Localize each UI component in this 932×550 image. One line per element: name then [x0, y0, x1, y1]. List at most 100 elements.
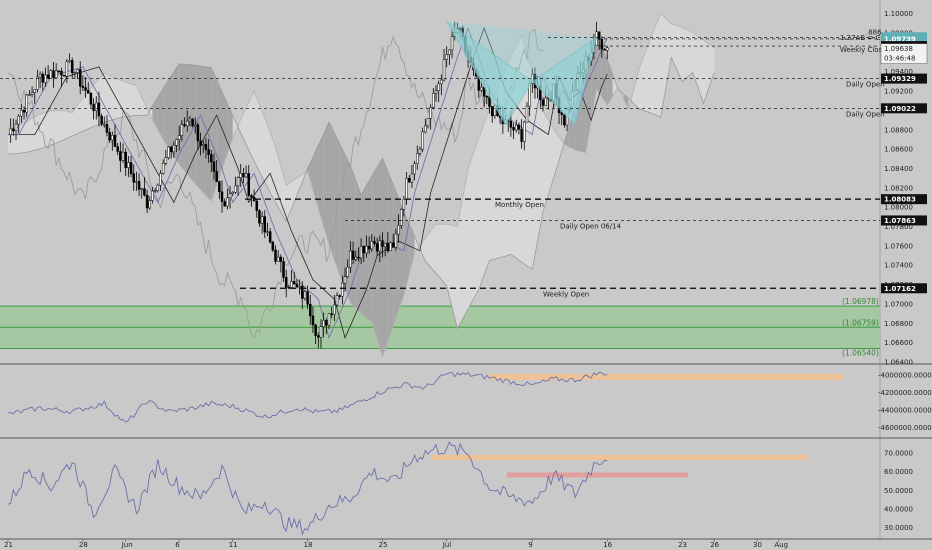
candle-body	[365, 245, 368, 254]
price-axis: 1.100001.098001.096001.094001.092001.090…	[880, 10, 928, 367]
time-tick-label: 28	[79, 541, 88, 549]
candle-body	[41, 73, 45, 83]
oscillator-tick-label: 30.0000	[884, 524, 913, 532]
candle-body	[282, 261, 285, 278]
candle-body	[111, 134, 114, 141]
candle-body	[103, 123, 106, 126]
candle-body	[143, 188, 146, 196]
level-label: Daily Open	[846, 110, 885, 118]
price-tag-box	[881, 194, 927, 205]
candle-body	[116, 146, 119, 152]
candle-body	[512, 127, 515, 131]
oscillator-tick-label: 50.0000	[884, 487, 913, 495]
candle-body	[38, 73, 42, 78]
candle-body	[338, 295, 341, 297]
candle-body	[242, 173, 245, 178]
time-tick-label: 16	[603, 541, 612, 549]
price-tick-label: 1.07800	[884, 223, 913, 231]
candle-body	[258, 210, 261, 224]
candle-body	[515, 124, 518, 131]
candle-body	[49, 70, 53, 79]
candle-body	[188, 118, 192, 122]
candle-body	[140, 188, 143, 190]
candle-body	[525, 105, 529, 123]
candle-body	[220, 191, 224, 202]
indicator-panel-1: -4000000.0000 -4200000.0000 -4400000.0000 -…	[7, 371, 932, 432]
candle-body	[408, 178, 411, 183]
candle-body	[268, 231, 272, 243]
indicator-tick-label: -4000000.0000	[878, 371, 932, 379]
candle-body	[30, 92, 34, 95]
support-zone-label: (1.06759)	[842, 318, 879, 327]
candle-body	[458, 27, 462, 30]
price-tick-label: 1.08600	[884, 146, 913, 154]
candle-body	[73, 72, 77, 74]
candle-body	[330, 313, 333, 315]
candle-body	[148, 200, 152, 209]
price-tag-box	[881, 33, 927, 44]
candle-body	[485, 95, 489, 98]
candle-body	[322, 320, 325, 327]
candle-body	[509, 120, 513, 128]
candle-body	[12, 128, 15, 132]
candle-body	[194, 124, 197, 127]
ichimoku-cloud-bearish	[173, 63, 180, 164]
candle-body	[410, 173, 414, 183]
candle-body	[306, 291, 309, 305]
candle-body	[442, 59, 446, 81]
candle-body	[327, 313, 331, 326]
candle-body	[202, 144, 205, 146]
price-tag-label: 1.09329	[884, 75, 916, 83]
support-zone-label: (1.06978)	[842, 297, 879, 306]
candle-body	[212, 161, 216, 172]
level-label: Monthly Open	[495, 201, 544, 209]
indicator-tick-label: -4400000.0000	[878, 406, 932, 414]
candle-body	[167, 146, 170, 158]
ichimoku-cloud-bearish	[312, 145, 319, 209]
ichimoku-cloud-bearish	[222, 91, 228, 170]
candle-body	[244, 173, 248, 178]
candle-body	[52, 70, 55, 79]
candle-body	[65, 61, 69, 77]
indicator-panel-2: 70.0000 60.0000 50.0000 40.0000 30.0000	[7, 441, 913, 536]
candle-body	[292, 281, 296, 285]
ichimoku-cloud-bearish	[205, 66, 212, 202]
time-tick-label: Aug	[774, 541, 788, 549]
cumulative-indicator-line	[7, 371, 608, 423]
candle-body	[605, 47, 609, 51]
price-tick-label: 1.07400	[884, 262, 913, 270]
candle-body	[434, 90, 438, 94]
candle-body	[260, 216, 264, 224]
resistance-band-red	[507, 472, 688, 478]
candle-body	[231, 191, 234, 194]
candle-body	[531, 73, 534, 84]
candle-body	[57, 70, 61, 73]
candle-body	[236, 177, 240, 187]
candle-body	[303, 291, 307, 299]
candle-body	[295, 283, 299, 288]
candle-body	[600, 38, 604, 50]
price-tag-box	[881, 73, 927, 84]
ichimoku-cloud-bearish	[371, 167, 378, 340]
time-tick-label: 9	[528, 541, 532, 549]
candle-body	[145, 194, 149, 209]
candle-body	[28, 94, 31, 96]
candle-body	[373, 241, 376, 244]
candle-body	[523, 121, 526, 142]
candle-body	[279, 256, 283, 262]
candle-body	[175, 139, 178, 146]
candle-body	[314, 324, 317, 336]
candle-body	[159, 173, 162, 186]
candle-body	[137, 181, 141, 190]
candle-body	[544, 97, 547, 106]
candle-body	[416, 153, 419, 164]
candle-body	[9, 128, 12, 136]
candle-body	[239, 173, 242, 178]
candle-body	[33, 89, 36, 93]
candle-body	[597, 31, 601, 40]
current-price-box	[880, 43, 928, 64]
current-price-label: 1.09638	[884, 45, 913, 53]
price-tick-label: 1.08400	[884, 165, 913, 173]
candle-body	[298, 285, 301, 288]
candle-body	[92, 103, 95, 111]
